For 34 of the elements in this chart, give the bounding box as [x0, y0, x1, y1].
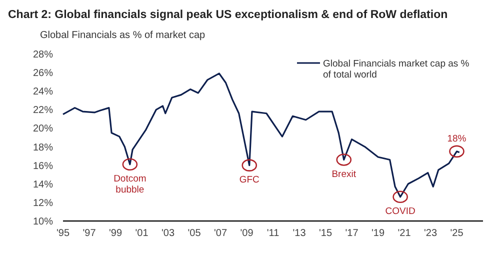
annotation: GFC: [239, 174, 260, 186]
x-tick-label: '03: [161, 228, 175, 239]
x-tick-label: '01: [135, 228, 149, 239]
x-tick-label: '19: [371, 228, 385, 239]
y-tick-label: 14%: [32, 179, 54, 190]
x-tick-label: '07: [214, 228, 228, 239]
x-tick-label: '15: [318, 228, 332, 239]
x-tick-label: '17: [345, 228, 359, 239]
x-tick-label: '13: [292, 228, 306, 239]
annotation: Dotcom bubble: [114, 173, 146, 196]
legend-label: Global Financials market cap as % of total world: [323, 58, 470, 80]
y-tick-label: 10%: [32, 216, 54, 228]
y-tick-label: 26%: [32, 68, 54, 80]
x-tick-label: '23: [424, 228, 438, 239]
chart-subtitle: Global Financials as % of market cap: [40, 30, 206, 41]
y-tick-label: 18%: [32, 142, 54, 154]
x-tick-label: '95: [56, 228, 70, 239]
y-tick-label: 16%: [32, 160, 54, 172]
x-tick-label: '99: [108, 228, 122, 239]
y-tick-label: 24%: [32, 86, 54, 98]
annotation: COVID: [385, 206, 416, 217]
y-tick-label: 28%: [32, 50, 54, 60]
x-tick-label: '09: [240, 228, 254, 239]
x-tick-label: '21: [398, 228, 412, 239]
chart-title: Chart 2: Global financials signal peak US exceptionalism & end of RoW deflation: [8, 9, 448, 21]
y-tick-label: 20%: [32, 124, 54, 135]
x-tick-label: '11: [266, 228, 280, 239]
x-tick-label: '25: [450, 228, 464, 239]
x-tick-label: '97: [82, 228, 96, 239]
x-tick-label: '05: [188, 228, 202, 239]
annotation: 18%: [447, 133, 467, 144]
y-tick-label: 22%: [32, 105, 54, 116]
y-tick-label: 12%: [32, 198, 54, 209]
annotation: Brexit: [332, 168, 356, 180]
